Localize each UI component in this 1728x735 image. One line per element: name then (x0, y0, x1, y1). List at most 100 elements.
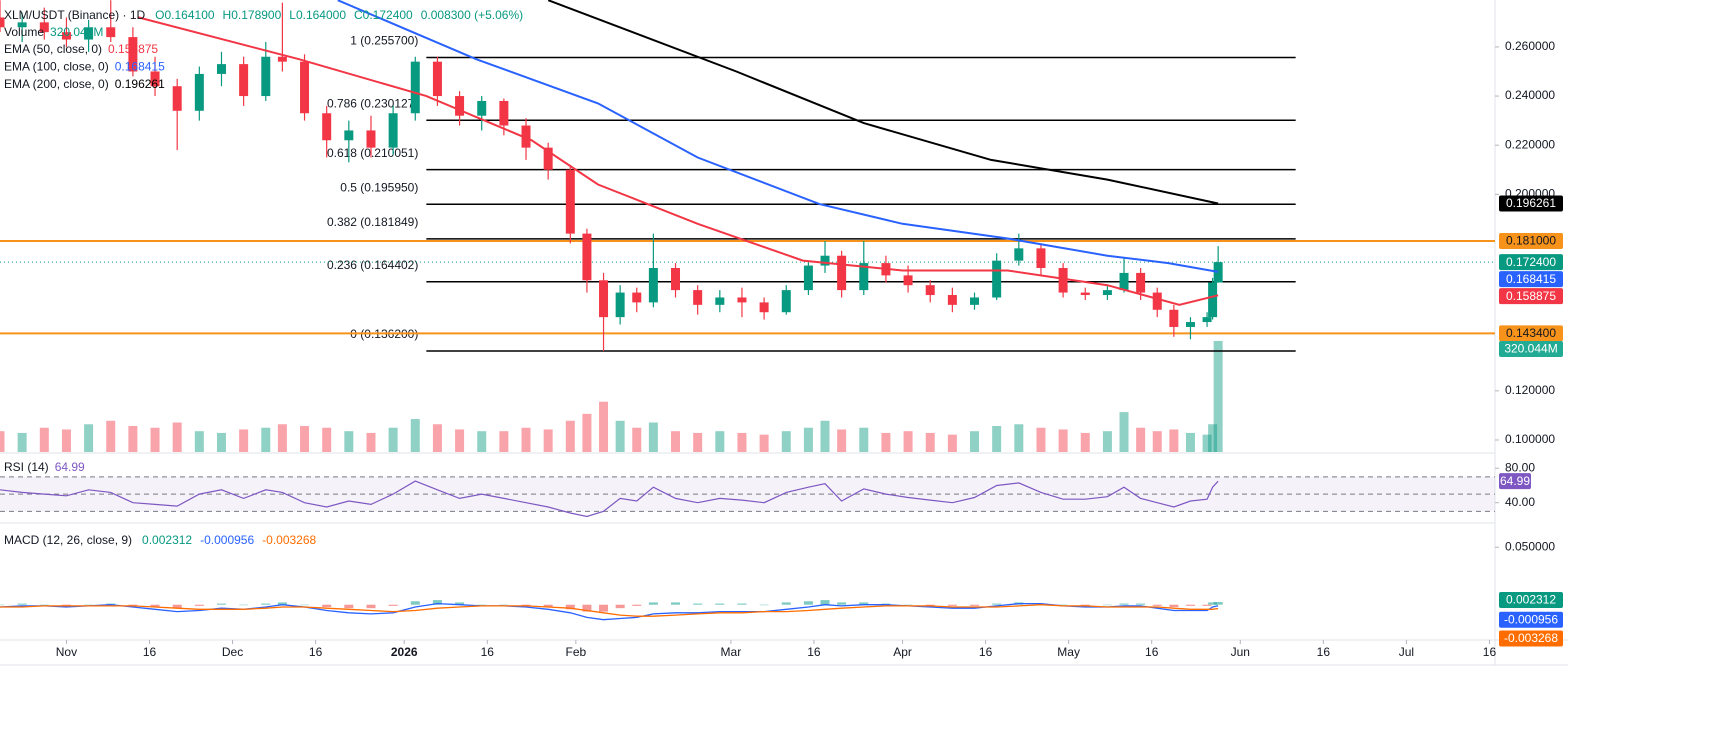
x-tick-label: May (1057, 645, 1080, 659)
candle-body (992, 260, 1002, 298)
volume-bar (715, 431, 725, 452)
macd-histogram-bar (172, 604, 182, 609)
candle-body (837, 255, 847, 291)
fib-label: 0.618 (0.210051) (327, 146, 418, 160)
candle-body (1036, 248, 1046, 269)
fib-label: 0.382 (0.181849) (327, 215, 418, 229)
macd-histogram-bar (632, 604, 642, 606)
volume-bar (261, 427, 271, 452)
macd-histogram-bar (366, 604, 376, 609)
candle-body (455, 96, 465, 116)
candle-body (1119, 272, 1129, 291)
main-pane: 1 (0.255700) 0.786 (0.230127) 0.618 (0.210… (0, 0, 1495, 452)
volume-bar (947, 434, 957, 452)
candle-body (172, 86, 182, 111)
macd-histogram-bar (781, 602, 791, 605)
candle-body (499, 100, 509, 126)
x-tick-label: Nov (56, 645, 77, 659)
macd-histogram-bar (1102, 604, 1112, 606)
x-tick-label: 16 (309, 645, 323, 659)
volume-bar (837, 429, 847, 452)
candle-body (803, 265, 813, 291)
volume-bar (128, 425, 138, 452)
volume-bar (0, 431, 5, 452)
rsi-badge (1499, 473, 1531, 490)
candle-body (477, 100, 487, 116)
candle-body (737, 297, 747, 303)
volume-bar (1058, 429, 1068, 452)
candle-body (1169, 309, 1179, 327)
y-tick-label: 0.220000 (1505, 137, 1555, 151)
macd-histogram-bar (803, 601, 813, 605)
y-tick-label: 0.120000 (1505, 383, 1555, 397)
macd-histogram-bar (455, 602, 465, 605)
last-price-badge (1499, 254, 1563, 271)
macd-badge-label: -0.000956 (1504, 612, 1558, 626)
volume-bar (1185, 432, 1195, 452)
x-tick-label: Apr (893, 645, 912, 659)
macd-histogram-bar (671, 602, 681, 605)
candle-body (1208, 282, 1218, 318)
macd-histogram-bar (1136, 603, 1146, 605)
macd-histogram-bar (970, 604, 980, 606)
volume-badge (1499, 340, 1563, 357)
macd-histogram-bar (322, 604, 332, 608)
legend-text: Volume (4, 25, 44, 39)
macd-histogram-bar (194, 604, 204, 606)
y-tick-label: 40.00 (1505, 495, 1535, 509)
legend-text: 0.196261 (115, 77, 165, 91)
candle-body (615, 292, 625, 318)
x-tick-label: Dec (222, 645, 243, 659)
x-tick-label: 16 (979, 645, 993, 659)
volume-bar (599, 401, 609, 452)
volume-bar (277, 424, 287, 452)
legend-text: MACD (12, 26, close, 9) (4, 533, 132, 547)
volume-bar (992, 425, 1002, 452)
candle-body (1102, 290, 1112, 296)
macd-histogram-bar (599, 604, 609, 612)
candle-body (1014, 248, 1024, 261)
candle-body (1136, 272, 1146, 293)
candle-body (632, 292, 642, 303)
volume-bar (521, 427, 531, 452)
y-tick-label: 0.240000 (1505, 88, 1555, 102)
volume-bar (1136, 427, 1146, 452)
legend-text: C0.172400 (354, 8, 413, 22)
macd-badge-label: -0.003268 (1504, 631, 1558, 645)
volume-bar (1202, 434, 1212, 452)
legend-text: 64.99 (55, 460, 85, 474)
hline-badge (1499, 325, 1563, 342)
volume-bar (388, 427, 398, 452)
last-price-badge-label: 0.172400 (1506, 255, 1556, 269)
candle-body (1202, 317, 1212, 323)
macd-histogram-bar (300, 604, 310, 606)
legend-text: 0.008300 (+5.06%) (421, 8, 523, 22)
macd-histogram-bar (216, 603, 226, 605)
volume-bar (632, 427, 642, 452)
candle-body (432, 61, 442, 97)
x-tick-label: 16 (807, 645, 821, 659)
macd-histogram-bar (17, 603, 27, 605)
volume-bar (216, 432, 226, 452)
x-tick-label: 2026 (391, 645, 418, 659)
candle-body (84, 27, 94, 40)
candle-body (565, 169, 575, 234)
candle-body (194, 73, 204, 111)
y-tick-label: 0.050000 (1505, 539, 1555, 553)
volume-bar (820, 420, 830, 452)
x-tick-label: Feb (566, 645, 587, 659)
volume-bar (1036, 427, 1046, 452)
candle-body (17, 22, 27, 28)
volume-bar (615, 420, 625, 452)
ema-badge (1499, 271, 1563, 288)
legend-text: XLM/USDT (Binance) · 1D (4, 8, 145, 22)
legend-text: H0.178900 (223, 8, 282, 22)
candle-body (322, 113, 332, 141)
macd-histogram-bar (582, 604, 592, 612)
macd-histogram-bar (477, 604, 487, 606)
volume-bar (970, 431, 980, 452)
macd-histogram-bar (150, 604, 160, 608)
macd-histogram-bar (277, 602, 287, 605)
